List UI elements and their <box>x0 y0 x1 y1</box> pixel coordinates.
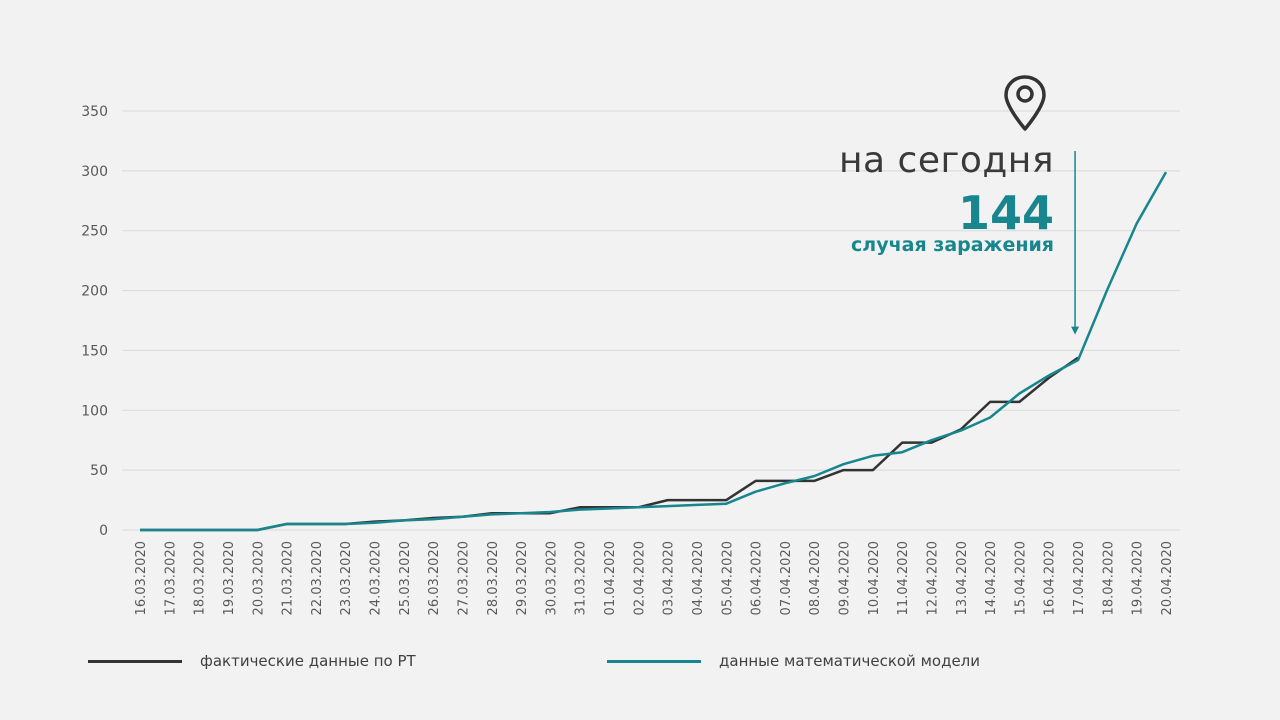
x-tick-label: 09.04.2020 <box>838 541 853 615</box>
today-arrow <box>1071 151 1080 335</box>
x-tick-label: 20.03.2020 <box>251 541 266 615</box>
x-tick-label: 23.03.2020 <box>339 541 354 615</box>
chart-gridlines <box>122 110 1180 531</box>
x-tick-label: 17.03.2020 <box>163 541 178 615</box>
series-line-actual <box>140 356 1079 532</box>
y-tick-label: 200 <box>81 284 108 300</box>
x-tick-label: 16.03.2020 <box>134 541 149 615</box>
x-tick-label: 11.04.2020 <box>896 541 911 615</box>
y-tick-label: 350 <box>81 104 108 120</box>
series-line-model <box>140 171 1168 532</box>
x-tick-label: 16.04.2020 <box>1043 541 1058 615</box>
x-tick-label: 06.04.2020 <box>750 541 765 615</box>
x-axis-tick-labels: 16.03.2020 17.03.2020 18.03.2020 19.03.2020… <box>134 541 1175 615</box>
legend-item-actual: фактические данные по РТ <box>88 652 416 670</box>
x-tick-label: 26.03.2020 <box>427 541 442 615</box>
x-tick-label: 07.04.2020 <box>779 541 794 615</box>
annotation-caption: случая заражения <box>851 234 1054 256</box>
x-tick-label: 21.03.2020 <box>281 541 296 615</box>
x-tick-label: 28.03.2020 <box>486 541 501 615</box>
legend-swatch-actual <box>88 659 182 663</box>
x-tick-label: 08.04.2020 <box>808 541 823 615</box>
x-tick-label: 30.03.2020 <box>544 541 559 615</box>
x-tick-label: 02.04.2020 <box>632 541 647 615</box>
x-tick-label: 01.04.2020 <box>603 541 618 615</box>
x-tick-label: 19.03.2020 <box>222 541 237 615</box>
x-tick-label: 04.04.2020 <box>691 541 706 615</box>
x-tick-label: 12.04.2020 <box>925 541 940 615</box>
y-axis-tick-labels: 0 50 100 150 200 250 300 350 <box>81 104 108 539</box>
y-tick-label: 50 <box>90 463 108 479</box>
x-tick-label: 03.04.2020 <box>662 541 677 615</box>
annotation-title: на сегодня <box>838 140 1054 181</box>
legend-swatch-model <box>607 659 701 663</box>
legend-label-actual: фактические данные по РТ <box>200 652 416 670</box>
x-tick-label: 15.04.2020 <box>1013 541 1028 615</box>
x-tick-label: 17.04.2020 <box>1072 541 1087 615</box>
x-tick-label: 14.04.2020 <box>984 541 999 615</box>
x-tick-label: 22.03.2020 <box>310 541 325 615</box>
y-tick-label: 100 <box>81 403 108 419</box>
x-tick-label: 25.03.2020 <box>398 541 413 615</box>
y-tick-label: 300 <box>81 164 108 180</box>
arrow-head-icon <box>1071 326 1080 335</box>
chart-series-lines <box>139 171 1168 532</box>
location-pin-icon <box>1004 75 1046 131</box>
case-count: 144 <box>957 186 1054 240</box>
y-tick-label: 0 <box>99 523 108 539</box>
y-tick-label: 150 <box>81 343 108 359</box>
x-tick-label: 31.03.2020 <box>574 541 589 615</box>
y-tick-label: 250 <box>81 224 108 240</box>
x-tick-label: 19.04.2020 <box>1131 541 1146 615</box>
x-tick-label: 13.04.2020 <box>955 541 970 615</box>
x-tick-label: 05.04.2020 <box>720 541 735 615</box>
x-tick-label: 24.03.2020 <box>369 541 384 615</box>
legend-label-model: данные математической модели <box>719 652 981 670</box>
legend-item-model: данные математической модели <box>607 652 980 670</box>
x-tick-label: 29.03.2020 <box>515 541 530 615</box>
x-tick-label: 20.04.2020 <box>1160 541 1175 615</box>
x-tick-label: 18.04.2020 <box>1101 541 1116 615</box>
x-tick-label: 18.03.2020 <box>193 541 208 615</box>
x-tick-label: 27.03.2020 <box>456 541 471 615</box>
x-tick-label: 10.04.2020 <box>867 541 882 615</box>
